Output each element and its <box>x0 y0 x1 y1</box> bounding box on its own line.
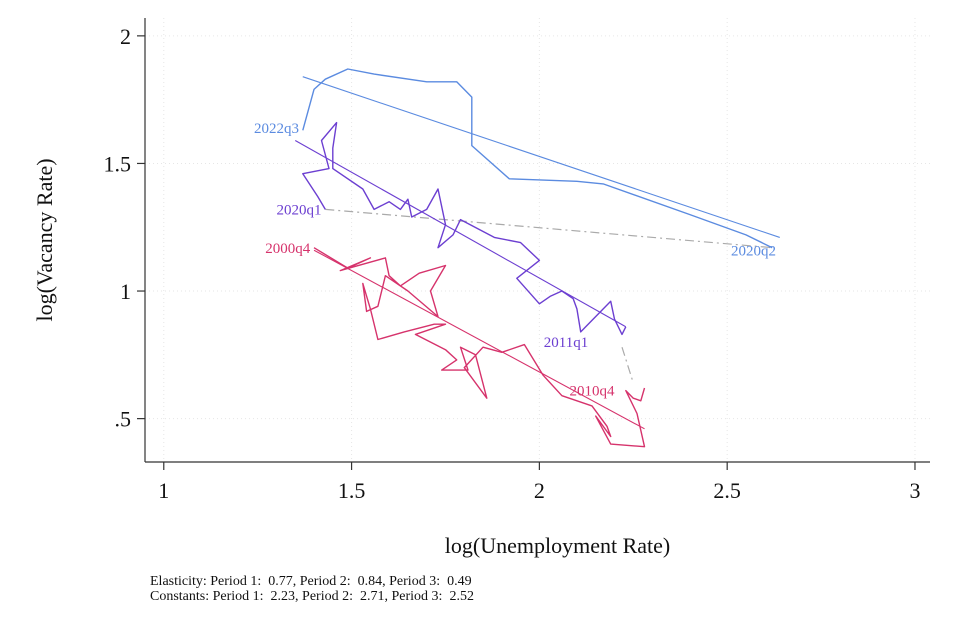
series-line-period-3 <box>302 68 773 249</box>
fit-line-period-1 <box>313 249 645 430</box>
annotation-label-2020q1: 2020q1 <box>277 202 322 218</box>
x-tick-label: 3 <box>909 478 920 503</box>
x-tick-label: 1.5 <box>338 478 366 503</box>
period-connector <box>325 208 773 249</box>
annotation-label-2010q4: 2010q4 <box>569 384 615 400</box>
fit-line-period-3 <box>302 76 780 238</box>
x-tick-label: 1 <box>158 478 169 503</box>
gridlines <box>145 18 930 462</box>
y-tick-label: 2 <box>120 24 131 49</box>
x-tick-label: 2 <box>534 478 545 503</box>
footnote-constants: Constants: Period 1: 2.23, Period 2: 2.7… <box>150 589 474 604</box>
axes: 1 1.5 2 2.5 3 .5 1 1.5 2 <box>104 18 930 503</box>
annotation-label-2022q3: 2022q3 <box>254 121 299 137</box>
x-tick-label: 2.5 <box>713 478 741 503</box>
y-tick-label: 1.5 <box>104 151 132 176</box>
series-line-period-2 <box>302 121 627 336</box>
y-axis-title: log(Vacancy Rate) <box>32 158 57 321</box>
annotations: 2022q3 2020q1 2000q4 2020q2 2011q1 2010q4 <box>254 121 776 400</box>
annotation-label-2020q2: 2020q2 <box>731 243 776 259</box>
period-connector <box>621 346 634 384</box>
y-tick-label: .5 <box>115 407 132 432</box>
series-line-period-1 <box>313 247 646 448</box>
fit-lines <box>294 76 780 430</box>
annotation-label-2011q1: 2011q1 <box>544 335 588 351</box>
footnote-elasticity: Elasticity: Period 1: 0.77, Period 2: 0.… <box>150 574 472 589</box>
fit-line-period-2 <box>294 140 627 328</box>
y-tick-label: 1 <box>120 279 131 304</box>
x-axis-title: log(Unemployment Rate) <box>445 533 670 558</box>
series-layer <box>302 68 773 448</box>
period-connectors <box>325 208 773 384</box>
annotation-label-2000q4: 2000q4 <box>265 241 311 257</box>
